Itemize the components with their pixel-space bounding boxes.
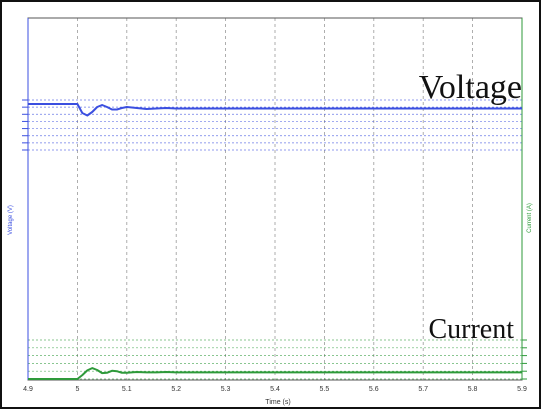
x-axis-label: Time (s) bbox=[265, 399, 290, 406]
annotation-current: Current bbox=[428, 314, 514, 345]
x-tick-label: 5.2 bbox=[171, 386, 181, 393]
x-tick-label: 4.9 bbox=[23, 386, 33, 393]
voltage-series-line bbox=[28, 103, 522, 117]
axes-layer bbox=[22, 17, 527, 381]
x-tick-label: 5.4 bbox=[270, 386, 280, 393]
series-layer bbox=[28, 103, 522, 380]
grid-layer bbox=[28, 18, 522, 380]
current-series-line bbox=[28, 367, 522, 380]
annotation-voltage: Voltage bbox=[419, 69, 522, 106]
y-axis-label-voltage: Voltage (V) bbox=[8, 205, 14, 235]
x-tick-label: 5.1 bbox=[122, 386, 132, 393]
x-tick-label: 5 bbox=[75, 386, 79, 393]
labels-layer: Time (s) Voltage (V) Current (A) Voltage… bbox=[8, 69, 533, 406]
y-axis-label-current: Current (A) bbox=[527, 203, 533, 233]
x-tick-label: 5.5 bbox=[320, 386, 330, 393]
x-tick-label: 5.9 bbox=[517, 386, 527, 393]
x-tick-label: 5.7 bbox=[418, 386, 428, 393]
x-tick-label: 5.6 bbox=[369, 386, 379, 393]
x-tick-label: 5.8 bbox=[468, 386, 478, 393]
x-tick-label: 5.3 bbox=[221, 386, 231, 393]
